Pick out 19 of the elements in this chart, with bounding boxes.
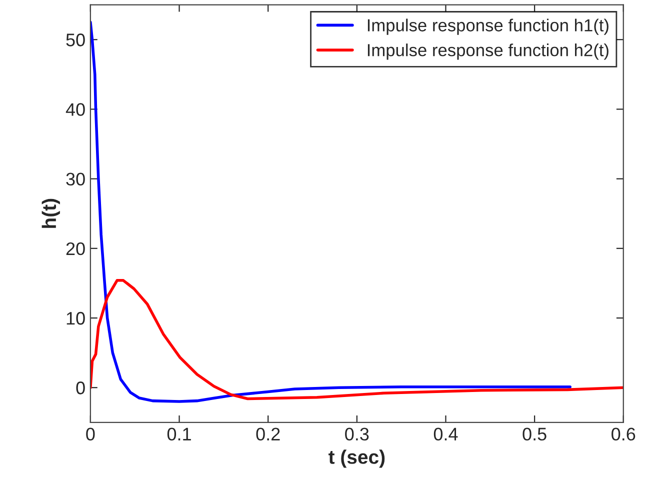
x-tick-label: 0.4 <box>434 428 458 441</box>
legend-label: Impulse response function h2(t) <box>368 44 608 60</box>
line-series <box>90 20 572 403</box>
x-tick-label: 0.1 <box>167 428 191 441</box>
line-series <box>90 279 624 400</box>
y-tick-label: 0 <box>76 382 85 394</box>
x-tick-label: 0.3 <box>345 428 369 441</box>
legend-label: Impulse response function h1(t) <box>368 18 608 35</box>
y-tick-label: 40 <box>66 103 85 116</box>
y-tick-label: 20 <box>66 242 85 256</box>
x-axis-title: t (sec) <box>328 450 385 468</box>
y-tick-label: 10 <box>66 312 85 325</box>
x-tick-label: 0.6 <box>612 428 636 441</box>
y-axis-title: h(t) <box>42 198 60 228</box>
x-tick-label: 0 <box>86 428 95 441</box>
y-tick-label: 50 <box>66 34 85 46</box>
x-tick-label: 0.5 <box>522 428 546 441</box>
y-tick-label: 30 <box>66 172 85 186</box>
x-tick-label: 0.2 <box>256 428 280 441</box>
